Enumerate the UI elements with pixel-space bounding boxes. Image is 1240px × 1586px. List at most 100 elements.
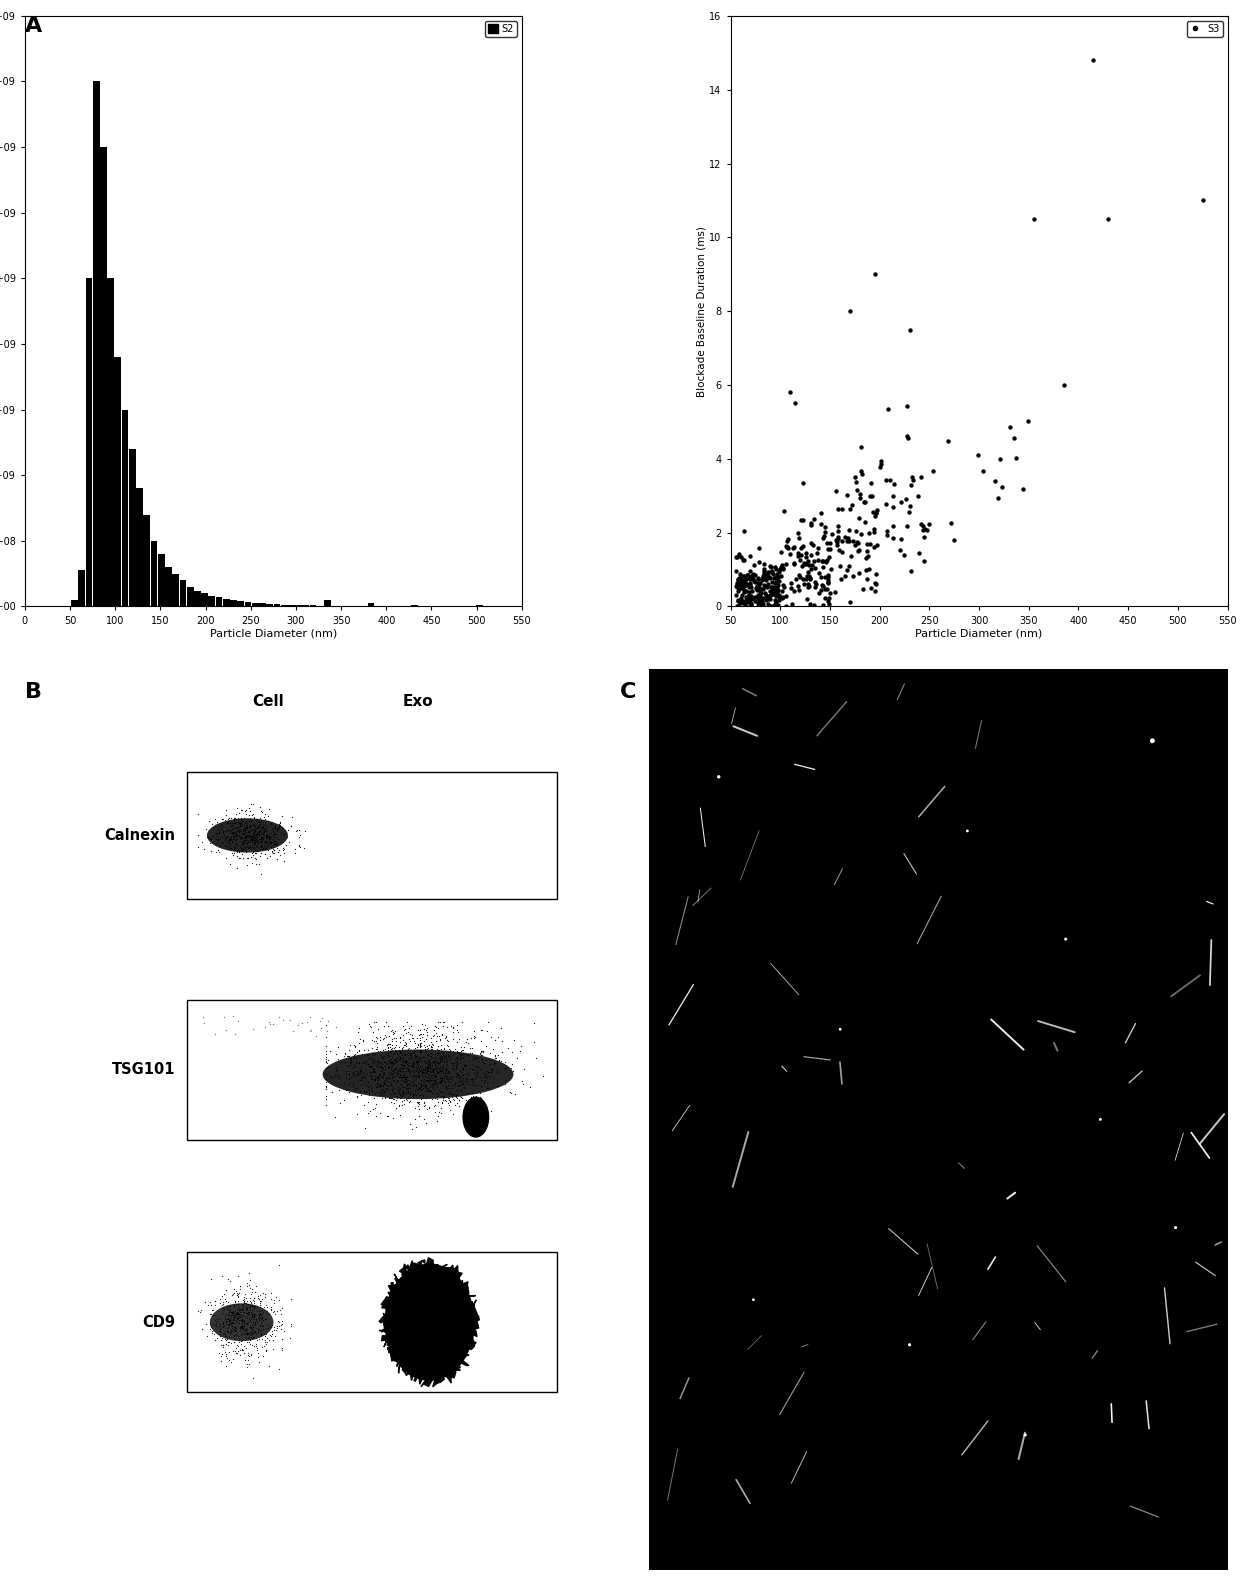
Point [212,807,232,833]
Point [427,1083,446,1109]
Point [239,1275,259,1301]
Point [257,1329,277,1354]
Point [485,1042,505,1067]
Point [244,1310,264,1335]
Point [215,828,234,853]
Point [263,823,283,849]
Point [386,1037,405,1063]
Point [241,807,260,833]
Point [438,1072,458,1098]
Point [363,1096,383,1121]
Point [238,829,258,855]
Point [867,533,887,558]
Point [422,1045,441,1071]
Point [464,1026,484,1052]
Point [242,823,262,849]
Point [422,1067,441,1093]
Point [760,593,780,619]
Point [472,1039,492,1064]
Legend: S2: S2 [485,21,517,36]
Point [749,582,769,607]
Point [436,1025,456,1050]
Point [222,1310,242,1335]
Point [771,585,791,611]
Point [265,825,285,850]
Point [405,1042,425,1067]
Point [393,1080,413,1105]
Point [377,1064,397,1090]
Point [463,1080,482,1105]
Point [387,1039,407,1064]
Point [246,822,265,847]
Point [813,555,833,580]
Point [739,571,759,596]
Point [234,820,254,845]
Point [407,1048,427,1074]
Point [434,1085,454,1110]
Point [391,1071,410,1096]
Point [227,839,247,864]
Point [373,1069,393,1094]
Point [439,1058,459,1083]
Point [443,1075,463,1101]
Point [455,1053,475,1078]
Point [263,836,283,861]
Point [388,1067,408,1093]
Point [485,1047,505,1072]
Point [301,1017,321,1042]
Point [229,839,249,864]
Point [242,825,262,850]
Point [812,593,832,619]
Point [467,1080,487,1105]
Point [438,1028,458,1053]
Point [361,1098,381,1123]
Point [343,1069,363,1094]
Point [381,1018,401,1044]
Point [398,1020,418,1045]
Point [391,1085,410,1110]
Point [750,576,770,601]
Point [259,823,279,849]
Point [407,1072,427,1098]
Point [293,1010,312,1036]
Point [263,818,283,844]
Point [430,1080,450,1105]
Point [228,1281,248,1307]
Point [384,1067,404,1093]
Point [381,1048,401,1074]
Point [766,568,786,593]
Bar [100,147,107,606]
Point [352,1042,372,1067]
Point [242,817,262,842]
Point [372,1085,392,1110]
Point [409,1064,429,1090]
Y-axis label: Blockade Baseline Duration (ms): Blockade Baseline Duration (ms) [697,225,707,396]
Point [387,1048,407,1074]
Point [443,1039,463,1064]
Point [373,1059,393,1085]
Point [217,1307,237,1332]
Point [247,814,267,839]
Point [231,1297,250,1323]
Point [222,829,242,855]
Point [269,1004,289,1029]
Point [476,1064,496,1090]
Point [753,563,773,588]
Point [443,1083,463,1109]
Point [448,1044,467,1069]
Point [319,1053,339,1078]
Point [450,1064,470,1090]
Point [403,1055,423,1080]
Point [221,1308,241,1334]
Point [224,815,244,841]
Point [259,1327,279,1353]
Point [246,845,265,871]
Point [234,1286,254,1312]
Point [851,522,870,547]
Point [345,1032,365,1058]
Point [890,527,910,552]
Point [428,1052,448,1077]
Point [252,1310,272,1335]
Point [253,822,273,847]
Point [233,1337,253,1362]
